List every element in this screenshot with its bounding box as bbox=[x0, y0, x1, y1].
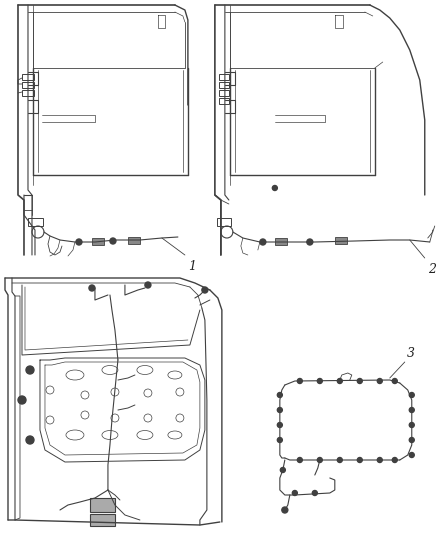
Circle shape bbox=[357, 457, 362, 463]
Circle shape bbox=[377, 378, 382, 384]
Circle shape bbox=[280, 467, 285, 472]
Bar bbox=[22, 82, 34, 88]
Circle shape bbox=[202, 287, 208, 293]
Circle shape bbox=[272, 185, 277, 190]
Circle shape bbox=[282, 507, 288, 513]
Circle shape bbox=[89, 285, 95, 291]
Circle shape bbox=[337, 378, 343, 384]
Circle shape bbox=[26, 366, 34, 374]
Bar bbox=[128, 237, 140, 244]
Circle shape bbox=[409, 392, 414, 398]
Circle shape bbox=[357, 378, 362, 384]
Bar bbox=[217, 218, 231, 226]
Circle shape bbox=[317, 378, 322, 384]
Circle shape bbox=[277, 438, 283, 442]
Circle shape bbox=[145, 282, 151, 288]
Bar bbox=[90, 514, 115, 526]
Bar bbox=[22, 74, 34, 80]
Circle shape bbox=[409, 453, 414, 457]
Bar bbox=[219, 90, 229, 96]
Bar bbox=[90, 498, 115, 512]
Text: 1: 1 bbox=[188, 260, 196, 273]
Circle shape bbox=[312, 490, 317, 496]
Circle shape bbox=[18, 396, 26, 404]
Circle shape bbox=[277, 392, 283, 398]
Circle shape bbox=[337, 457, 343, 463]
Bar bbox=[219, 82, 229, 88]
Bar bbox=[219, 98, 229, 104]
Circle shape bbox=[317, 457, 322, 463]
Bar bbox=[92, 238, 104, 245]
Circle shape bbox=[409, 423, 414, 427]
Circle shape bbox=[409, 408, 414, 413]
Circle shape bbox=[392, 378, 397, 384]
Circle shape bbox=[277, 423, 283, 427]
Bar bbox=[275, 238, 287, 245]
Bar bbox=[28, 218, 43, 226]
Circle shape bbox=[110, 238, 116, 244]
Circle shape bbox=[377, 457, 382, 463]
Circle shape bbox=[26, 436, 34, 444]
Circle shape bbox=[307, 239, 313, 245]
Circle shape bbox=[409, 438, 414, 442]
Text: 2: 2 bbox=[428, 263, 436, 276]
Circle shape bbox=[392, 457, 397, 463]
Circle shape bbox=[277, 408, 283, 413]
Circle shape bbox=[260, 239, 266, 245]
Bar bbox=[219, 74, 229, 80]
Circle shape bbox=[297, 378, 302, 384]
Text: 3: 3 bbox=[407, 347, 415, 360]
Bar bbox=[335, 237, 347, 244]
Circle shape bbox=[297, 457, 302, 463]
Circle shape bbox=[292, 490, 297, 496]
Bar bbox=[22, 90, 34, 96]
Circle shape bbox=[76, 239, 82, 245]
